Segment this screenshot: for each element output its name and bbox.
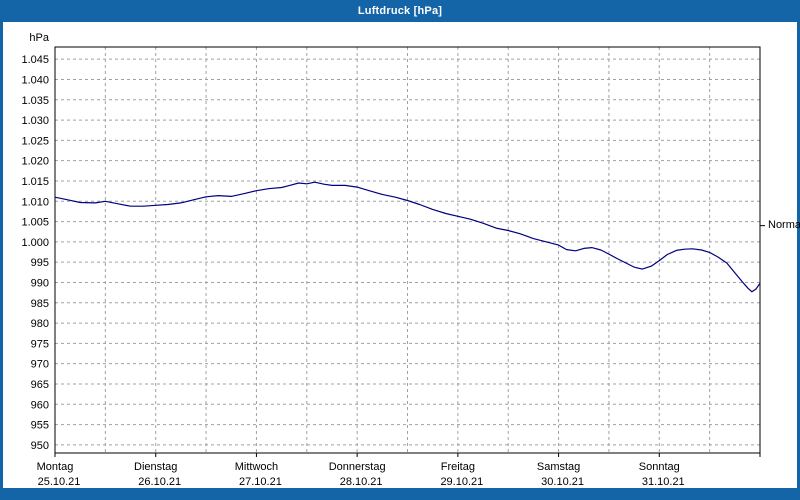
day-date-label: 26.10.21: [138, 476, 181, 488]
y-tick-label: 1.020: [21, 156, 49, 168]
y-tick-label: 960: [31, 399, 49, 411]
y-tick-label: 965: [31, 379, 49, 391]
day-date-label: 30.10.21: [541, 476, 584, 488]
y-tick-label: 1.030: [21, 115, 49, 127]
y-tick-label: 1.005: [21, 217, 49, 229]
y-tick-label: 950: [31, 440, 49, 452]
day-name-label: Sonntag: [639, 461, 680, 473]
day-date-label: 28.10.21: [340, 476, 383, 488]
y-tick-label: 975: [31, 338, 49, 350]
y-tick-label: 1.015: [21, 176, 49, 188]
y-tick-label: 985: [31, 298, 49, 310]
y-tick-label: 990: [31, 277, 49, 289]
line-chart: 1.045 1.040 1.035 1.030 1.025 1.020 1.015 1.010…: [21, 46, 765, 488]
day-date-label: 27.10.21: [239, 476, 282, 488]
y-tick-label: 1.040: [21, 74, 49, 86]
day-date-label: 31.10.21: [642, 476, 685, 488]
y-tick-label: 995: [31, 257, 49, 269]
chart-content: hPa 1.045 1.040 1.035 1.030 1.025 1.020 1.015 1…: [3, 22, 800, 488]
normal-annotation-label: Normal: [768, 218, 800, 231]
chart-frame: [54, 46, 761, 454]
day-date-label: 25.10.21: [38, 476, 81, 488]
day-name-label: Mittwoch: [235, 461, 278, 473]
y-tick-label: 1.000: [21, 237, 49, 249]
x-axis-labels: Montag 25.10.21 Dienstag 26.10.21 Mittwoch 27…: [37, 453, 761, 488]
y-tick-label: 980: [31, 318, 49, 330]
x-gridlines: [104, 47, 711, 453]
window-title: Luftdruck [hPa]: [357, 5, 443, 17]
day-name-label: Donnerstag: [329, 461, 386, 473]
y-axis-unit-label: hPa: [29, 32, 49, 44]
day-name-label: Freitag: [441, 461, 475, 473]
day-name-label: Montag: [37, 461, 74, 473]
pressure-line: [54, 181, 761, 293]
y-tick-label: 970: [31, 359, 49, 371]
y-tick-label: 1.045: [21, 54, 49, 66]
window-titlebar[interactable]: Luftdruck [hPa]: [0, 0, 800, 22]
y-tick-label: 1.035: [21, 95, 49, 107]
day-date-label: 29.10.21: [440, 476, 483, 488]
y-tick-label: 955: [31, 420, 49, 432]
y-tick-label: 1.010: [21, 196, 49, 208]
day-name-label: Dienstag: [134, 461, 177, 473]
day-name-label: Samstag: [537, 461, 580, 473]
window-bottom-bar: [0, 488, 800, 500]
y-tick-label: 1.025: [21, 135, 49, 147]
y-gridlines: 1.045 1.040 1.035 1.030 1.025 1.020 1.015 1.010…: [21, 54, 760, 452]
